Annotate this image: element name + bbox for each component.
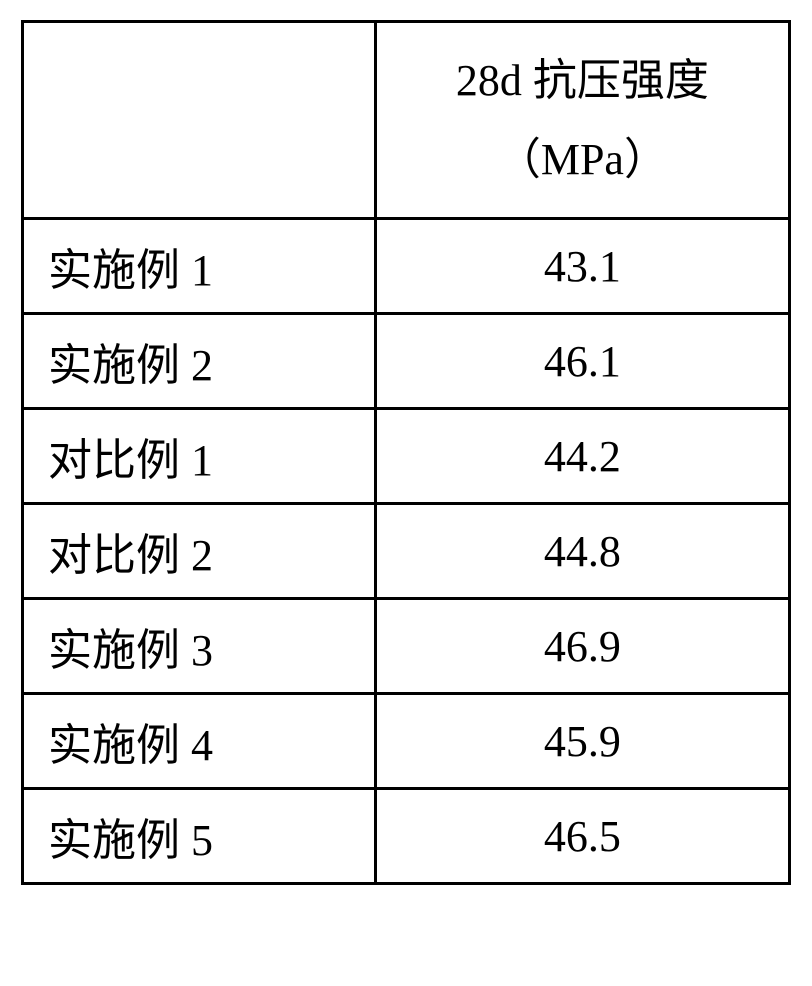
header-line2: （MPa）	[387, 120, 778, 199]
table-row: 实施例 2 46.1	[23, 314, 790, 409]
header-strength-cell: 28d 抗压强度 （MPa）	[375, 22, 789, 219]
row-label: 实施例 5	[23, 789, 376, 884]
row-label: 实施例 2	[23, 314, 376, 409]
row-label: 实施例 3	[23, 599, 376, 694]
table-row: 实施例 5 46.5	[23, 789, 790, 884]
row-value: 46.9	[375, 599, 789, 694]
row-value: 44.8	[375, 504, 789, 599]
table-row: 对比例 1 44.2	[23, 409, 790, 504]
row-label: 对比例 2	[23, 504, 376, 599]
row-value: 45.9	[375, 694, 789, 789]
table-header-row: 28d 抗压强度 （MPa）	[23, 22, 790, 219]
row-label: 实施例 4	[23, 694, 376, 789]
table-row: 对比例 2 44.8	[23, 504, 790, 599]
header-empty-cell	[23, 22, 376, 219]
row-value: 43.1	[375, 219, 789, 314]
table-row: 实施例 3 46.9	[23, 599, 790, 694]
row-label: 实施例 1	[23, 219, 376, 314]
strength-data-table: 28d 抗压强度 （MPa） 实施例 1 43.1 实施例 2 46.1 对比例…	[21, 20, 791, 885]
table-row: 实施例 1 43.1	[23, 219, 790, 314]
row-value: 46.1	[375, 314, 789, 409]
row-value: 46.5	[375, 789, 789, 884]
header-line1: 28d 抗压强度	[387, 41, 778, 120]
row-value: 44.2	[375, 409, 789, 504]
table-row: 实施例 4 45.9	[23, 694, 790, 789]
row-label: 对比例 1	[23, 409, 376, 504]
